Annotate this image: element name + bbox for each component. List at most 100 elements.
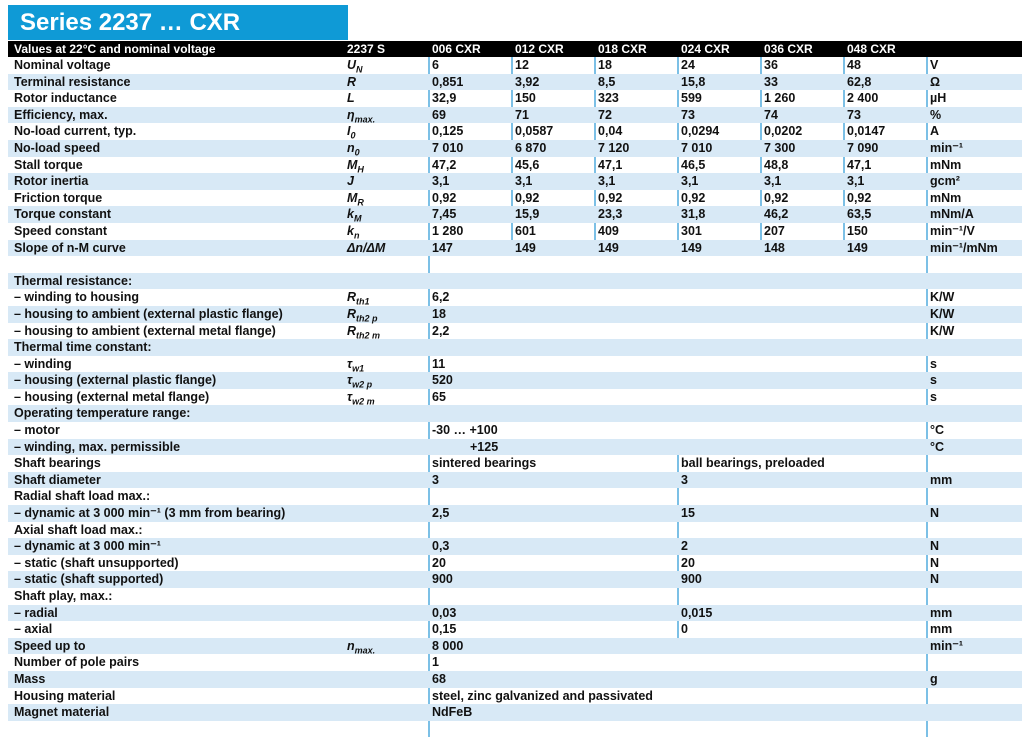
row-symbol: MR xyxy=(347,190,364,208)
value-cell: 23,3 xyxy=(598,207,623,222)
value-cell: 0,851 xyxy=(432,74,464,89)
spacer-row xyxy=(8,256,1022,273)
row-label: Speed constant xyxy=(14,223,108,238)
value-cell: 68 xyxy=(432,671,446,686)
value-cell: 2,5 xyxy=(432,506,450,521)
table-row: – housing to ambient (external metal fla… xyxy=(8,323,1022,341)
unit-cell: °C xyxy=(930,423,945,438)
row-symbol: Δn/ΔM xyxy=(347,240,386,255)
value-cell: 65 xyxy=(432,389,446,404)
value-cell: 15 xyxy=(681,506,695,521)
table-row: Thermal time constant: xyxy=(8,339,1022,356)
row-label: – dynamic at 3 000 min⁻¹ (3 mm from bear… xyxy=(14,506,286,521)
unit-cell: °C xyxy=(930,439,945,454)
row-symbol: Rth2 p xyxy=(347,306,378,324)
value-cell: 45,6 xyxy=(515,157,540,172)
value-cell: 3,1 xyxy=(515,174,533,189)
value-cell: 48,8 xyxy=(764,157,789,172)
row-label: – winding to housing xyxy=(14,290,139,305)
row-label: – static (shaft unsupported) xyxy=(14,555,179,570)
value-cell: 7,45 xyxy=(432,207,457,222)
column-header-model: 024 CXR xyxy=(681,42,730,56)
table-row: No-load current, typ. I0 0,125 0,0587 0,04 0,… xyxy=(8,123,1022,141)
row-label: No-load speed xyxy=(14,140,101,155)
value-cell: 0,04 xyxy=(598,124,623,139)
row-label: – axial xyxy=(14,622,53,637)
row-label: Stall torque xyxy=(14,157,83,172)
unit-cell: K/W xyxy=(930,306,955,321)
table-row: – housing (external plastic flange) τw2 p… xyxy=(8,372,1022,390)
row-symbol: ηmax. xyxy=(347,107,376,125)
row-label: – housing (external metal flange) xyxy=(14,389,210,404)
table-row: Rotor inductance L 32,9 150 323 599 1 260 2 400… xyxy=(8,90,1022,107)
value-cell: 18 xyxy=(598,58,612,72)
row-label: Magnet material xyxy=(14,705,110,720)
value-cell: 6 870 xyxy=(515,140,547,155)
value-cell: 20 xyxy=(432,555,446,570)
value-cell: 301 xyxy=(681,223,702,238)
row-label: Radial shaft load max.: xyxy=(14,489,151,504)
table-row: No-load speed n0 7 010 6 870 7 120 7 010 7 300… xyxy=(8,139,1022,157)
table-row: Shaft play, max.: xyxy=(8,588,1022,605)
value-cell: 0,92 xyxy=(432,190,457,205)
table-row: – winding τw1 11 s xyxy=(8,356,1022,374)
row-label: Nominal voltage xyxy=(14,58,111,72)
unit-cell: mNm/A xyxy=(930,207,974,222)
value-cell: 900 xyxy=(681,572,702,587)
value-cell: 47,1 xyxy=(598,157,623,172)
table-row: – winding, max. permissible +125 °C xyxy=(8,438,1022,456)
row-label: Thermal time constant: xyxy=(14,340,152,355)
row-label: – housing to ambient (external plastic f… xyxy=(14,306,283,321)
row-label: Speed up to xyxy=(14,638,86,653)
value-cell: 1 280 xyxy=(432,223,464,238)
unit-cell: N xyxy=(930,539,940,554)
row-label: No-load current, typ. xyxy=(14,124,137,139)
row-label: Shaft bearings xyxy=(14,456,101,471)
row-symbol: R xyxy=(347,74,357,89)
value-cell: 2 xyxy=(681,539,688,554)
table-header-bar: Values at 22°C and nominal voltage 2237 … xyxy=(8,41,1022,57)
table-row: – dynamic at 3 000 min⁻¹ 0,3 2 N xyxy=(8,538,1022,555)
table-row: – static (shaft unsupported) 20 20 N xyxy=(8,555,1022,572)
value-cell: sintered bearings xyxy=(432,456,537,471)
value-cell: 7 120 xyxy=(598,140,630,155)
value-cell: 1 xyxy=(432,655,439,670)
value-cell: 46,2 xyxy=(764,207,789,222)
header-values-label: Values at 22°C and nominal voltage xyxy=(14,42,216,56)
value-cell: 73 xyxy=(847,107,861,122)
row-label: – dynamic at 3 000 min⁻¹ xyxy=(14,539,161,554)
value-cell: -30 … +100 xyxy=(432,423,498,438)
value-cell: 0,125 xyxy=(432,124,464,139)
row-label: Torque constant xyxy=(14,207,111,222)
table-row: Terminal resistance R 0,851 3,92 8,5 15,8 33 62… xyxy=(8,73,1022,91)
table-row: – static (shaft supported) 900 900 N xyxy=(8,571,1022,588)
row-label: – housing (external plastic flange) xyxy=(14,373,217,388)
value-cell: 1 260 xyxy=(764,91,796,106)
value-cell: 150 xyxy=(847,223,868,238)
value-cell: 7 300 xyxy=(764,140,796,155)
row-label: – winding xyxy=(14,356,72,371)
unit-cell: A xyxy=(930,124,940,139)
unit-cell: µH xyxy=(930,91,947,106)
unit-cell: V xyxy=(930,58,939,72)
value-cell: 147 xyxy=(432,240,453,255)
value-cell: 46,5 xyxy=(681,157,706,172)
value-cell: ball bearings, preloaded xyxy=(681,456,825,471)
value-cell: 0,15 xyxy=(432,622,457,637)
value-cell: 3 xyxy=(681,472,688,487)
table-row: Radial shaft load max.: xyxy=(8,488,1022,505)
value-cell: 63,5 xyxy=(847,207,872,222)
value-cell: 0,92 xyxy=(681,190,706,205)
row-symbol: τw2 p xyxy=(347,373,373,390)
row-label: Housing material xyxy=(14,688,116,703)
value-cell: 150 xyxy=(515,91,536,106)
row-label: Rotor inductance xyxy=(14,91,117,106)
value-cell: 149 xyxy=(598,240,619,255)
row-label: – winding, max. permissible xyxy=(14,439,181,454)
row-symbol: I0 xyxy=(347,124,356,141)
table-row: Torque constant kM 7,45 15,9 23,3 31,8 46,2 63,… xyxy=(8,206,1022,224)
value-cell: 0,0147 xyxy=(847,124,886,139)
value-cell: 7 010 xyxy=(432,140,464,155)
row-label: Efficiency, max. xyxy=(14,107,108,122)
row-symbol: nmax. xyxy=(347,638,376,656)
